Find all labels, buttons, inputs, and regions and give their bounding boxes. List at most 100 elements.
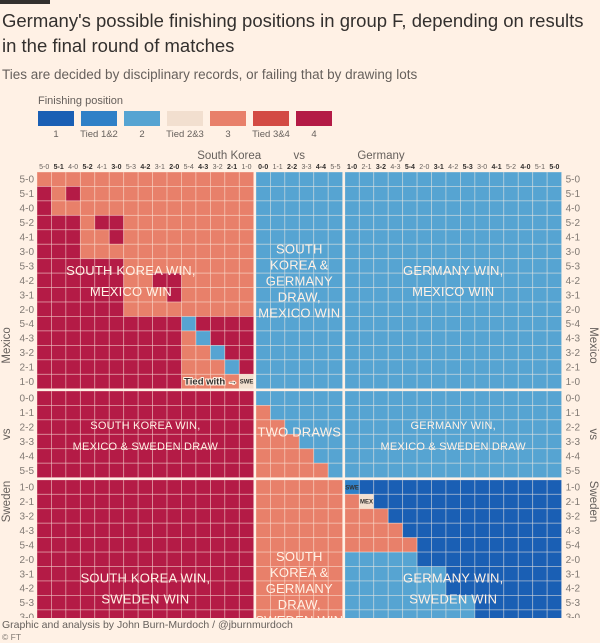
heatmap-cell <box>166 493 182 510</box>
y-tick-right: 4-4 <box>566 451 581 462</box>
heatmap-cell <box>546 609 563 618</box>
heatmap-cell <box>416 316 432 332</box>
heatmap-cell <box>344 580 360 596</box>
heatmap-cell <box>269 171 286 187</box>
heatmap-cell <box>94 508 110 524</box>
y-tick-left: 4-3 <box>20 334 35 345</box>
heatmap-cell <box>503 462 519 479</box>
heatmap-cell <box>166 330 182 346</box>
heatmap-cell <box>65 551 81 567</box>
heatmap-cell <box>181 214 197 231</box>
x-tick-top: 5-2 <box>83 164 93 171</box>
heatmap-cell <box>195 214 211 231</box>
heatmap-cell <box>488 301 505 317</box>
heatmap-cell <box>474 330 490 346</box>
y-tick-right: 3-2 <box>566 348 581 359</box>
legend-item: 2 <box>124 111 160 140</box>
heatmap-cell <box>123 186 139 202</box>
heatmap-cell <box>209 595 226 611</box>
heatmap-cell <box>387 344 404 361</box>
heatmap-cell <box>517 229 534 245</box>
heatmap-cell <box>137 243 153 260</box>
heatmap-cell <box>36 229 52 245</box>
heatmap-cell <box>181 479 197 495</box>
heatmap-cell <box>284 479 300 495</box>
heatmap-cell <box>503 258 519 274</box>
heatmap-cell <box>137 522 153 539</box>
y-tick-right: 5-1 <box>566 189 581 200</box>
heatmap-cell <box>373 316 389 332</box>
heatmap-cell <box>238 301 255 317</box>
heatmap-cell <box>224 272 240 288</box>
heatmap-cell <box>269 359 286 375</box>
heatmap-cell <box>416 537 432 553</box>
heatmap-cell <box>65 359 81 375</box>
heatmap-cell <box>108 301 125 317</box>
y-axis-title-left: Mexico <box>1 327 13 363</box>
heatmap-cell <box>94 214 110 231</box>
heatmap-cell <box>123 301 139 317</box>
heatmap-cell <box>152 493 168 510</box>
heatmap-cell <box>79 229 96 245</box>
heatmap-cell <box>387 171 404 187</box>
y-tick-left: 1-0 <box>20 483 35 494</box>
heatmap-cell <box>152 359 168 375</box>
heatmap-cell <box>65 287 81 303</box>
x-tick-top: 3-1 <box>155 164 165 171</box>
heatmap-cell <box>474 390 490 406</box>
heatmap-cell <box>79 595 96 611</box>
heatmap-cell <box>532 433 548 450</box>
heatmap-cell <box>358 373 375 390</box>
heatmap-cell <box>298 479 315 495</box>
heatmap-cell <box>36 200 52 216</box>
heatmap-cell <box>344 359 360 375</box>
heatmap-cell <box>284 344 300 361</box>
heatmap-cell <box>166 186 182 202</box>
heatmap-cell <box>137 404 153 421</box>
heatmap-cell <box>387 287 404 303</box>
heatmap-cell <box>517 243 534 260</box>
heatmap-cell <box>358 404 375 421</box>
heatmap-cell <box>79 171 96 187</box>
footer-credit: Graphic and analysis by John Burn-Murdoc… <box>2 619 293 631</box>
heatmap-cell <box>238 344 255 361</box>
heatmap-cell <box>416 229 432 245</box>
heatmap-cell <box>238 404 255 421</box>
heatmap-cell <box>137 330 153 346</box>
heatmap-cell <box>65 493 81 510</box>
heatmap-cell <box>445 462 461 479</box>
heatmap-cell <box>209 390 226 406</box>
x-tick-top: 3-2 <box>213 164 223 171</box>
heatmap-cell <box>255 390 271 406</box>
heatmap-cell <box>94 609 110 618</box>
heatmap-cell <box>94 301 110 317</box>
heatmap-cell <box>546 580 563 596</box>
heatmap-cell <box>224 537 240 553</box>
heatmap-cell <box>431 537 447 553</box>
heatmap-cell <box>474 479 490 495</box>
heatmap-cell <box>358 344 375 361</box>
heatmap-cell <box>123 344 139 361</box>
heatmap-cell <box>313 214 329 231</box>
heatmap-cell <box>387 330 404 346</box>
heatmap-cell <box>546 243 563 260</box>
x-axis-title-top: Germany <box>357 150 405 162</box>
y-tick-left: 5-3 <box>20 598 35 609</box>
heatmap-cell <box>224 243 240 260</box>
heatmap-cell <box>108 171 125 187</box>
heatmap-cell <box>546 330 563 346</box>
tie-label: SWE <box>240 380 254 386</box>
heatmap-cell <box>546 171 563 187</box>
heatmap-cell <box>313 344 329 361</box>
y-tick-right: 4-3 <box>566 526 581 537</box>
heatmap-cell <box>224 287 240 303</box>
heatmap-cell <box>36 272 52 288</box>
heatmap-cell <box>474 537 490 553</box>
heatmap-cell <box>358 595 375 611</box>
heatmap-cell <box>181 404 197 421</box>
y-tick-right: 3-1 <box>566 569 581 580</box>
y-tick-right: 4-2 <box>566 276 581 287</box>
heatmap-cell <box>51 566 67 582</box>
heatmap-cell <box>94 537 110 553</box>
